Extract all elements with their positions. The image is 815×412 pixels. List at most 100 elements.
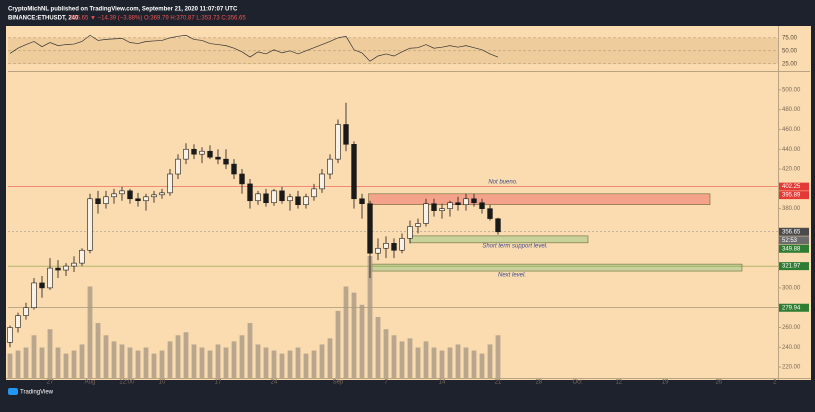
zone-label: Next level.: [498, 273, 526, 279]
volume-bar: [207, 350, 213, 378]
x-tick-label: 7: [384, 380, 388, 386]
x-tick-label: 27: [47, 380, 54, 386]
volume-bar: [223, 347, 229, 378]
volume-bar: [23, 347, 29, 378]
candle-body: [207, 150, 213, 158]
candle-body: [127, 190, 133, 200]
price-label: [779, 262, 809, 271]
rsi-tick-label: 50.00: [782, 48, 798, 54]
y-tick-label: 380.00: [782, 206, 801, 212]
volume-bar: [127, 347, 133, 378]
volume-bar: [183, 332, 189, 378]
volume-bar: [471, 350, 477, 378]
candle-body: [15, 315, 21, 328]
candle-body: [287, 196, 293, 202]
candle-body: [319, 173, 325, 190]
candle-body: [327, 158, 333, 175]
price-label: [779, 191, 809, 200]
countdown: 52:53: [782, 238, 798, 244]
candle-body: [119, 190, 125, 195]
footer-logo: TradingView: [8, 388, 54, 396]
volume-bar: [391, 335, 397, 378]
countdown-box: [779, 236, 809, 245]
candle-body: [375, 247, 381, 254]
candle-body: [199, 150, 205, 155]
candle-body: [447, 202, 453, 209]
price-label-text: 321.97: [782, 264, 801, 270]
volume-bar: [167, 341, 173, 378]
candle-body: [71, 262, 77, 267]
candle-body: [399, 238, 405, 251]
volume-bar: [55, 347, 61, 378]
candle-body: [311, 188, 317, 198]
volume-bar: [191, 344, 197, 378]
volume-bar: [415, 347, 421, 378]
x-tick-label: Aug: [85, 380, 96, 386]
volume-bar: [95, 323, 101, 378]
rsi-line: [9, 34, 499, 62]
y-tick-label: 420.00: [782, 167, 801, 173]
volume-bar: [247, 323, 253, 378]
candle-body: [431, 203, 437, 211]
volume-bar: [383, 329, 389, 378]
volume-bar: [407, 338, 413, 378]
candle-body: [407, 226, 413, 239]
candle-body: [103, 196, 109, 205]
volume-bar: [119, 344, 125, 378]
y-tick-label: 480.00: [782, 107, 801, 113]
candle-body: [383, 243, 389, 249]
logo-icon: [8, 388, 18, 395]
candle-body: [463, 198, 469, 206]
volume-bar: [279, 353, 285, 378]
rsi-tick-label: 25.00: [782, 61, 798, 67]
candle-body: [487, 208, 493, 219]
x-tick-label: 10: [159, 380, 166, 386]
x-tick-label: 19: [662, 380, 669, 386]
x-tick-label: Oct: [573, 380, 583, 386]
x-tick-label: Sep: [333, 380, 344, 386]
candle-body: [415, 223, 421, 227]
candle-body: [143, 196, 149, 202]
price-label-text: 395.89: [782, 193, 801, 199]
volume-bar: [7, 353, 13, 378]
candle-body: [471, 198, 477, 204]
x-tick-label: 21: [495, 380, 502, 386]
candle-body: [271, 190, 277, 204]
volume-bar: [111, 341, 117, 378]
volume-bar: [47, 329, 53, 378]
candle-body: [39, 282, 45, 289]
candle-body: [215, 156, 221, 160]
volume-bar: [63, 353, 69, 378]
volume-bar: [159, 350, 165, 378]
volume-bar: [495, 335, 501, 378]
rsi-tick-label: 75.00: [782, 35, 798, 41]
volume-bar: [311, 350, 317, 378]
price-label: [779, 227, 809, 236]
candle-body: [455, 202, 461, 206]
zone-label: Not bueno.: [488, 180, 517, 186]
candle-body: [367, 203, 373, 254]
volume-bar: [295, 347, 301, 378]
x-tick-label: 14: [439, 380, 446, 386]
volume-bar: [343, 286, 349, 378]
candle-body: [495, 218, 501, 233]
volume-bar: [215, 344, 221, 378]
candle-body: [151, 194, 157, 198]
zone: [371, 263, 743, 272]
volume-bar: [271, 350, 277, 378]
volume-bar: [399, 341, 405, 378]
volume-bar: [87, 286, 93, 378]
candle-body: [439, 208, 445, 211]
candle-body: [55, 267, 61, 271]
candle-body: [247, 183, 253, 202]
price-label: [779, 303, 809, 312]
price-label-text: 279.94: [782, 305, 801, 311]
candle-body: [391, 243, 397, 251]
candle-body: [223, 158, 229, 165]
y-tick-label: 240.00: [782, 345, 801, 351]
candle-body: [31, 282, 37, 308]
candle-body: [135, 198, 141, 202]
candle-body: [47, 267, 53, 289]
